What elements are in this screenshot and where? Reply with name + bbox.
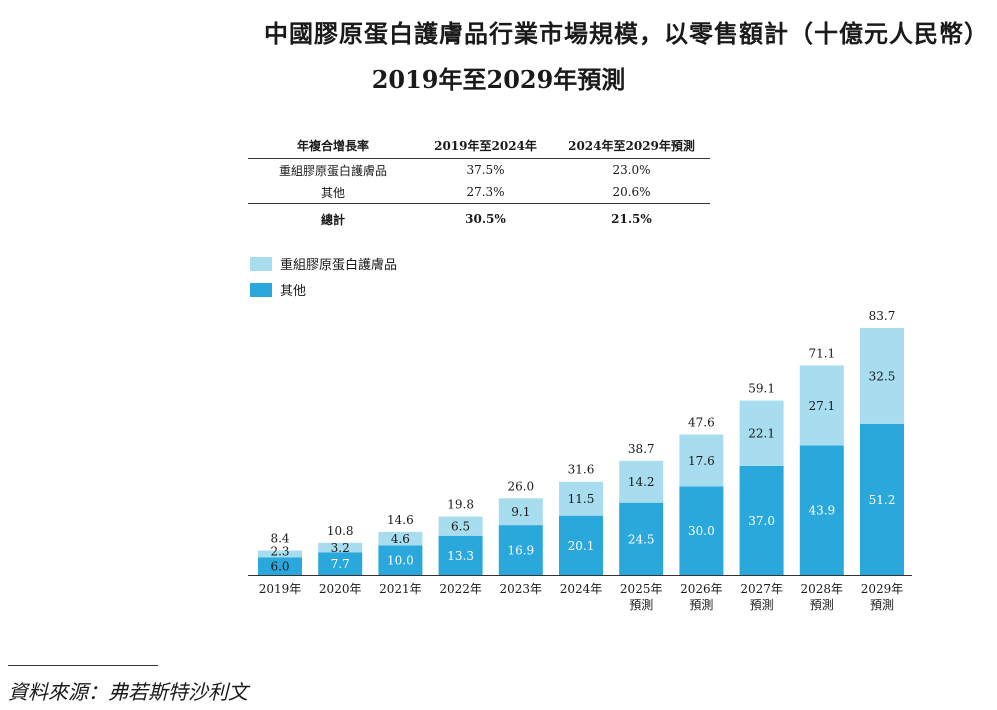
data-label-recombinant: 3.2 [331,541,350,555]
bar-segment-other [318,552,363,575]
data-label-total: 47.6 [688,416,715,430]
bar-segment-recombinant [258,550,302,558]
x-tick-label: 預測 [870,598,894,612]
chart-title-line1: 中國膠原蛋白護膚品行業市場規模，以零售額計（十億元人民幣） [264,19,989,48]
bar-segment-recombinant [739,400,784,466]
data-label-other: 16.9 [507,544,534,558]
stacked-bar-chart: 6.02.38.4 2019年 7.7 3.2 10.8 2020年 10.0 4.6 14.6… [248,309,912,612]
x-tick-label: 預測 [810,598,834,612]
data-label-other: 10.0 [387,554,414,568]
cagr-row-value: 20.6% [612,185,651,199]
cagr-header-row: 年複合增長率 2019年至2024年 2024年至2029年預測 [248,132,710,159]
x-tick-label: 2028年 [801,582,844,596]
x-tick-label: 預測 [750,598,774,612]
legend-label: 重組膠原蛋白護膚品 [280,258,398,273]
data-label-recombinant: 9.1 [511,505,530,519]
bar-segment-recombinant [378,531,423,546]
data-label-recombinant: 4.6 [391,532,410,546]
data-label-recombinant: 27.1 [808,399,835,413]
cagr-total-label: 總計 [248,203,418,234]
x-tick-label: 預測 [629,598,653,612]
data-label-other: 30.0 [688,524,715,538]
bar-segment-other [860,423,904,575]
x-tick-label: 2021年 [379,582,422,596]
cagr-row-value: 27.3% [466,185,505,199]
bar-segment-other [498,525,543,575]
bar-segment-other [438,535,483,575]
cagr-row: 其他 27.3% 20.6% [248,181,710,204]
data-label-total: 14.6 [387,513,414,527]
bar-segment-recombinant [498,498,543,526]
data-label-total: 19.8 [447,498,474,512]
data-label-total: 8.4 [270,532,289,546]
bar-segment-other [258,557,302,575]
bar-segment-recombinant [860,328,904,424]
bar-segment-recombinant [619,460,664,503]
data-label-other: 51.2 [869,493,896,507]
cagr-row: 重組膠原蛋白護膚品 37.5% 23.0% [248,159,710,182]
cagr-total-value: 30.5% [418,203,553,234]
x-tick-label: 2019年 [259,582,302,596]
data-label-other: 43.9 [808,504,835,518]
legend-label: 其他 [280,284,307,299]
data-label-total: 59.1 [748,382,775,396]
data-label-total: 38.7 [628,442,655,456]
x-tick-label: 2024年 [560,582,603,596]
bar-segment-other [799,445,844,575]
data-label-recombinant: 6.5 [451,520,470,534]
data-label-recombinant: 22.1 [748,427,775,441]
data-label-total: 31.6 [568,463,595,477]
legend-item-recombinant: 重組膠原蛋白護膚品 [250,254,397,273]
data-label-other: 37.0 [748,514,775,528]
bar-segment-recombinant [318,542,363,553]
bar-segment-recombinant [438,516,483,536]
data-label-other: 7.7 [331,557,350,571]
data-label-total: 26.0 [507,479,534,493]
bar-segment-other [559,515,603,575]
bar-segment-other [739,465,784,575]
cagr-total-row: 總計 30.5% 21.5% [248,203,710,234]
data-label-total: 83.7 [869,309,896,323]
x-tick-label: 2027年 [740,582,783,596]
bar-segment-other [679,486,724,575]
x-tick-label: 2020年 [319,582,362,596]
bar-segment-other [378,545,423,575]
legend-swatch-light [250,256,272,271]
data-label-total: 71.1 [808,346,835,360]
data-label-recombinant: 11.5 [568,492,595,506]
x-tick-label: 2025年 [620,582,663,596]
cagr-row-label: 重組膠原蛋白護膚品 [278,163,387,178]
cagr-header-label: 年複合增長率 [248,132,418,159]
cagr-header-period1: 2019年至2024年 [418,132,553,159]
data-label-recombinant: 2.3 [270,545,289,559]
data-label-other: 6.0 [270,560,289,574]
data-label-other: 13.3 [447,549,474,563]
cagr-header-period2: 2024年至2029年預測 [553,132,710,159]
data-label-other: 20.1 [568,539,595,553]
bar-segment-recombinant [799,365,844,446]
x-tick-label: 2022年 [439,582,482,596]
source-note: 資料來源：弗若斯特沙利文 [8,680,248,704]
data-label-recombinant: 14.2 [628,475,655,489]
bar-segment-other [619,502,664,575]
data-label-total: 10.8 [327,524,354,538]
cagr-row-value: 23.0% [612,163,651,177]
cagr-total-value: 21.5% [553,203,710,234]
source-divider [8,665,158,666]
bar-segment-recombinant [679,434,724,487]
legend-item-other: 其他 [250,280,306,299]
data-label-other: 24.5 [628,532,655,546]
data-label-recombinant: 32.5 [869,369,896,383]
chart-title-line2: 2019年至2029年預測 [371,65,626,94]
cagr-row-value: 37.5% [466,163,505,177]
legend-swatch-dark [250,282,272,297]
data-label-recombinant: 17.6 [688,454,715,468]
x-tick-label: 2026年 [680,582,723,596]
x-tick-label: 2029年 [861,582,904,596]
cagr-row-label: 其他 [320,185,345,200]
cagr-table: 年複合增長率 2019年至2024年 2024年至2029年預測 重組膠原蛋白護… [248,132,710,234]
x-tick-label: 預測 [689,598,713,612]
bar-segment-recombinant [559,481,603,516]
x-tick-label: 2023年 [500,582,543,596]
